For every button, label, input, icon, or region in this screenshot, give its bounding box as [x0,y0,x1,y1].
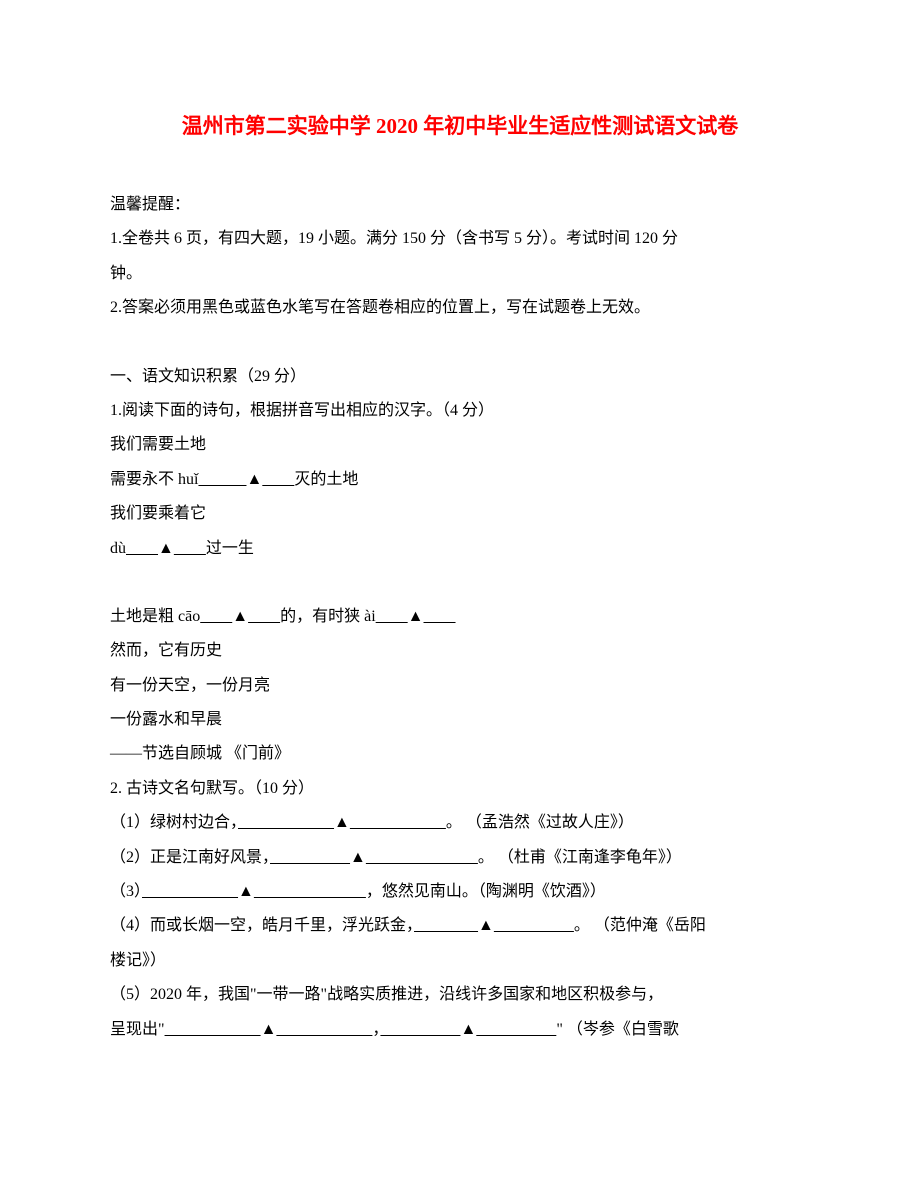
blank [366,849,478,866]
q2-3: （3） ▲ ，悠然见南山。（陶渊明《饮酒》） [110,875,810,909]
q1-stem: 1.阅读下面的诗句，根据拼音写出相应的汉字。（4 分） [110,394,810,428]
blank [200,608,232,625]
q2-5b: 呈现出" ▲ ， ▲ " （岑参《白雪歌 [110,1013,810,1047]
q2-5b-a: 呈现出" [110,1021,165,1038]
triangle-icon: ▲ [158,532,174,566]
blank [126,540,158,557]
triangle-icon: ▲ [238,875,254,909]
blank [414,917,478,934]
spacer [110,326,810,360]
exam-title: 温州市第二实验中学 2020 年初中毕业生适应性测试语文试卷 [110,110,810,140]
q1-line-8: 一份露水和早晨 [110,703,810,737]
blank [248,608,280,625]
q1-l4-suffix: 过一生 [206,540,254,557]
q2-4-b: 。 （范仲淹《岳阳 [574,917,706,934]
q2-1: （1）绿树村边合， ▲ 。 （孟浩然《过故人庄》） [110,806,810,840]
triangle-icon: ▲ [350,841,366,875]
triangle-icon: ▲ [246,463,262,497]
q2-5b-c: " （岑参《白雪歌 [556,1021,679,1038]
blank [424,608,456,625]
q1-l5-a: 土地是粗 cāo [110,608,200,625]
triangle-icon: ▲ [478,909,494,943]
blank [276,1021,372,1038]
q2-2: （2）正是江南好风景， ▲ 。 （杜甫《江南逢李龟年》） [110,841,810,875]
q2-4c: 楼记》） [110,944,810,978]
blank [254,883,366,900]
blank [270,849,350,866]
q1-line-9: ——节选自顾城 《门前》 [110,737,810,771]
q1-l5-b: 的，有时狭 ài [280,608,376,625]
q1-line-2: 需要永不 huǐ ▲ 灭的土地 [110,463,810,497]
triangle-icon: ▲ [334,806,350,840]
q2-3-b: ，悠然见南山。（陶渊明《饮酒》） [366,883,606,900]
q1-l2-suffix: 灭的土地 [294,471,358,488]
q2-3-a: （3） [110,883,142,900]
triangle-icon: ▲ [232,600,248,634]
q1-line-7: 有一份天空，一份月亮 [110,669,810,703]
triangle-icon: ▲ [460,1013,476,1047]
blank [238,814,334,831]
q2-1-a: （1）绿树村边合， [110,814,238,831]
section-1-heading: 一、语文知识积累（29 分） [110,360,810,394]
q2-4: （4）而或长烟一空，皓月千里，浮光跃金， ▲ 。 （范仲淹《岳阳 [110,909,810,943]
reminder-2: 2.答案必须用黑色或蓝色水笔写在答题卷相应的位置上，写在试题卷上无效。 [110,291,810,325]
q1-line-1: 我们需要土地 [110,428,810,462]
blank [262,471,294,488]
blank [142,883,238,900]
q2-1-b: 。 （孟浩然《过故人庄》） [446,814,634,831]
q2-2-b: 。 （杜甫《江南逢李龟年》） [478,849,682,866]
exam-page: 温州市第二实验中学 2020 年初中毕业生适应性测试语文试卷 温馨提醒： 1.全… [0,0,920,1047]
q1-l2-prefix: 需要永不 huǐ [110,471,198,488]
q2-stem: 2. 古诗文名句默写。（10 分） [110,772,810,806]
blank [198,471,246,488]
spacer [110,566,810,600]
q1-line-5: 土地是粗 cāo ▲ 的，有时狭 ài ▲ [110,600,810,634]
q2-4-a: （4）而或长烟一空，皓月千里，浮光跃金， [110,917,414,934]
blank [380,1021,460,1038]
q1-line-3: 我们要乘着它 [110,497,810,531]
blank [174,540,206,557]
q2-5a: （5）2020 年，我国"一带一路"战略实质推进，沿线许多国家和地区积极参与， [110,978,810,1012]
blank [476,1021,556,1038]
q1-line-4: dù ▲ 过一生 [110,532,810,566]
reminder-1b: 钟。 [110,257,810,291]
blank [376,608,408,625]
triangle-icon: ▲ [261,1013,277,1047]
q1-l4-prefix: dù [110,540,126,557]
blank [494,917,574,934]
triangle-icon: ▲ [408,600,424,634]
reminder-heading: 温馨提醒： [110,188,810,222]
reminder-1: 1.全卷共 6 页，有四大题，19 小题。满分 150 分（含书写 5 分）。考… [110,222,810,256]
q2-2-a: （2）正是江南好风景， [110,849,270,866]
blank [165,1021,261,1038]
q1-line-6: 然而，它有历史 [110,634,810,668]
blank [350,814,446,831]
